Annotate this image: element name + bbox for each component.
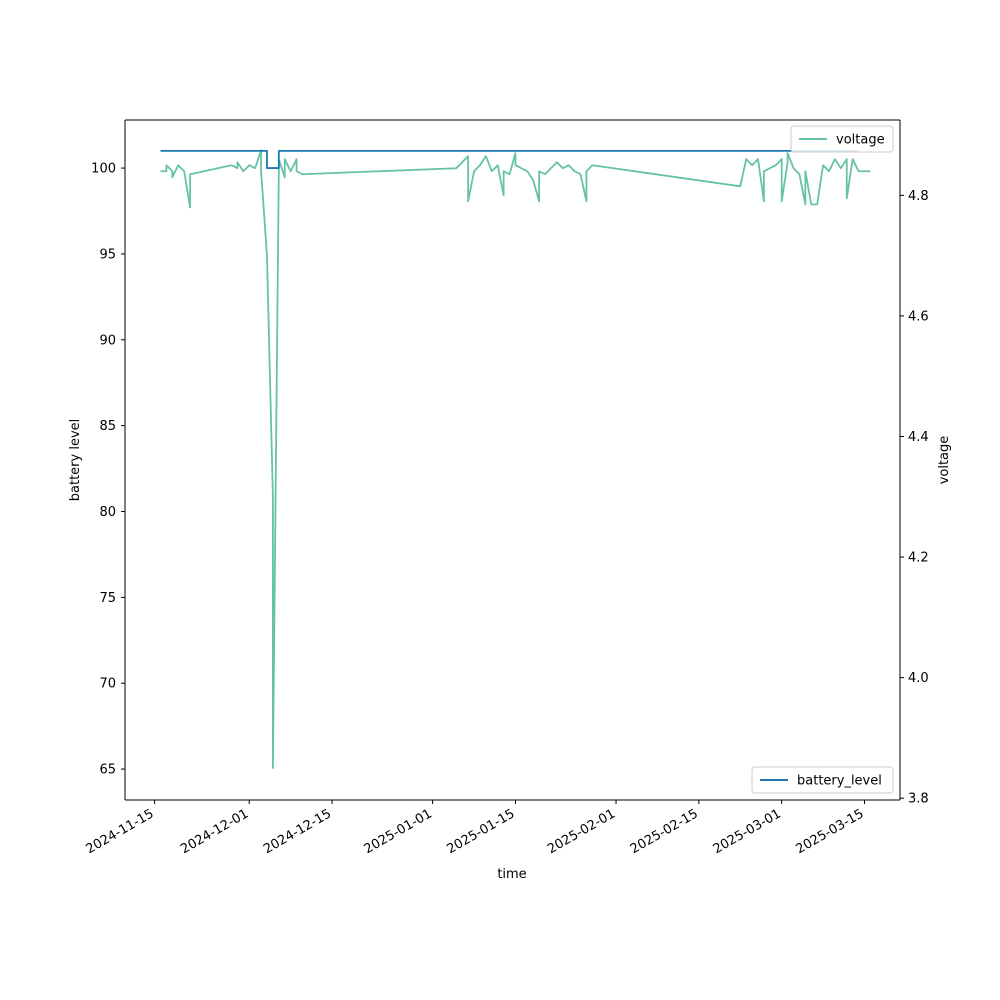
right-tick-label-3: 4.4: [908, 430, 929, 445]
left-axis-label: battery level: [68, 419, 83, 502]
series-layer: [160, 149, 871, 769]
legend-voltage-box: [790, 125, 894, 153]
series-line-voltage: [160, 149, 871, 769]
x-tick-label-7: 2025-03-01: [711, 806, 784, 857]
x-tick-label-1: 2024-12-01: [178, 806, 251, 857]
right-axis-label: voltage: [937, 436, 952, 485]
plot-area: [125, 120, 900, 800]
left-tick-label-5: 90: [99, 333, 116, 348]
x-tick-label-6: 2025-02-15: [628, 806, 701, 857]
left-tick-label-7: 100: [91, 162, 116, 177]
x-axis-label: time: [497, 867, 526, 882]
legend-battery-level-box: [751, 766, 894, 794]
legend-battery-level: battery_level: [751, 766, 894, 794]
x-tick-label-4: 2025-01-15: [445, 806, 518, 857]
right-tick-label-1: 4.0: [908, 671, 929, 686]
x-tick-label-2: 2024-12-15: [261, 806, 334, 857]
left-tick-label-4: 85: [99, 419, 116, 434]
right-tick-label-2: 4.2: [908, 551, 929, 566]
x-tick-label-3: 2025-01-01: [362, 806, 435, 857]
x-tick-label-8: 2025-03-15: [794, 806, 867, 857]
legend-voltage-label: voltage: [836, 133, 885, 148]
x-tick-label-5: 2025-02-01: [545, 806, 618, 857]
legend-voltage: voltage: [790, 125, 894, 153]
left-tick-label-1: 70: [99, 677, 116, 692]
series-line-battery-level: [160, 150, 859, 169]
left-tick-label-6: 95: [99, 247, 116, 262]
right-tick-label-4: 4.6: [908, 309, 929, 324]
x-tick-label-0: 2024-11-15: [84, 806, 157, 857]
right-tick-label-5: 4.8: [908, 189, 929, 204]
left-tick-label-2: 75: [99, 591, 116, 606]
legend-battery-level-label: battery_level: [797, 774, 882, 789]
left-tick-label-3: 80: [99, 505, 116, 520]
axes-frame: [124, 119, 901, 801]
left-tick-label-0: 65: [99, 763, 116, 778]
right-tick-label-0: 3.8: [908, 792, 929, 807]
